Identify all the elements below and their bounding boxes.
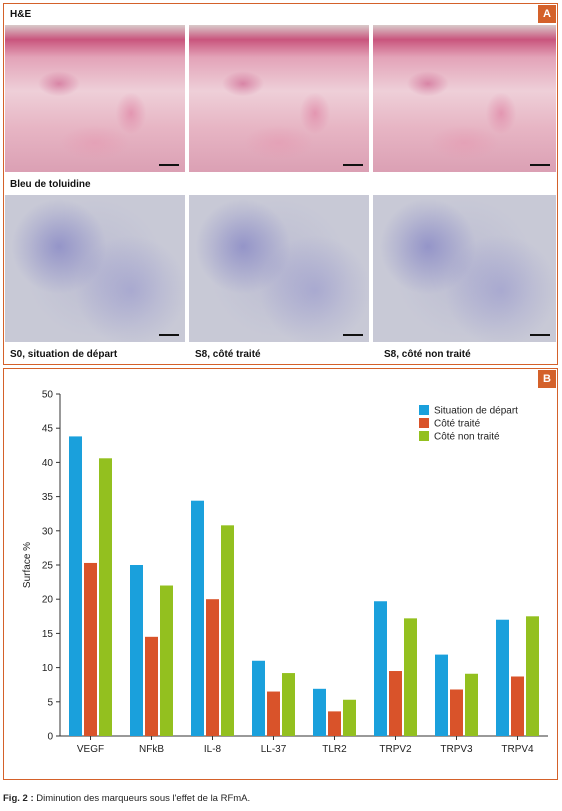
- caption-prefix: Fig. 2 :: [3, 793, 34, 804]
- panel-a-badge: A: [538, 5, 556, 23]
- bar: [374, 601, 387, 736]
- col-label-s0: S0, situation de départ: [10, 349, 118, 360]
- bar: [130, 565, 143, 736]
- bar: [435, 654, 448, 736]
- y-axis-label: Surface %: [22, 542, 33, 588]
- legend-swatch: [419, 405, 429, 415]
- legend-label: Côté traité: [434, 419, 481, 430]
- bar: [69, 436, 82, 736]
- bar: [145, 636, 158, 736]
- toluidine-image-s8-treated: [189, 195, 369, 342]
- x-tick-label: TRPV3: [440, 744, 473, 755]
- panel-a: A: [3, 3, 558, 365]
- x-tick-label: VEGF: [77, 744, 104, 755]
- x-tick-label: TLR2: [322, 744, 347, 755]
- caption-text: Diminution des marqueurs sous l'effet de…: [33, 793, 251, 804]
- x-tick-label: IL-8: [204, 744, 222, 755]
- scale-bar: [343, 164, 363, 166]
- bar: [282, 673, 295, 736]
- scale-bar: [530, 334, 550, 336]
- y-tick-label: 10: [42, 663, 54, 674]
- he-image-s0: [5, 25, 185, 172]
- bar: [450, 689, 463, 736]
- y-tick-label: 0: [47, 732, 53, 743]
- y-tick-label: 50: [42, 390, 54, 401]
- toluidine-image-s0: [5, 195, 185, 342]
- legend-swatch: [419, 431, 429, 441]
- bar: [99, 458, 112, 736]
- col-label-s8-treated: S8, côté traité: [195, 349, 261, 360]
- figure-caption: Fig. 2 : Diminution des marqueurs sous l…: [3, 793, 250, 804]
- x-tick-label: TRPV4: [501, 744, 534, 755]
- legend-label: Situation de départ: [434, 406, 518, 417]
- bar: [313, 688, 326, 736]
- bar: [511, 676, 524, 736]
- bar: [191, 500, 204, 736]
- panel-b-badge: B: [538, 370, 556, 388]
- scale-bar: [530, 164, 550, 166]
- y-tick-label: 35: [42, 492, 54, 503]
- bar: [343, 699, 356, 736]
- y-tick-label: 45: [42, 424, 54, 435]
- legend-swatch: [419, 418, 429, 428]
- he-row-label: H&E: [10, 9, 32, 20]
- bar: [252, 660, 265, 736]
- toluidine-row-label: Bleu de toluidine: [10, 179, 91, 190]
- col-label-s8-untreated: S8, côté non traité: [384, 349, 471, 360]
- y-tick-label: 40: [42, 458, 54, 469]
- bar: [221, 525, 234, 736]
- bar: [496, 619, 509, 736]
- bar: [328, 711, 341, 736]
- y-tick-label: 5: [47, 697, 53, 708]
- scale-bar: [343, 334, 363, 336]
- scale-bar: [159, 164, 179, 166]
- bar: [404, 618, 417, 736]
- bar: [465, 673, 478, 736]
- x-tick-label: NFkB: [139, 744, 164, 755]
- x-tick-label: LL-37: [261, 744, 287, 755]
- toluidine-image-s8-untreated: [373, 195, 556, 342]
- he-image-s8-untreated: [373, 25, 556, 172]
- scale-bar: [159, 334, 179, 336]
- bar: [389, 671, 402, 736]
- legend-label: Côté non traité: [434, 432, 500, 443]
- bar: [267, 691, 280, 736]
- bar: [206, 599, 219, 736]
- y-tick-label: 20: [42, 595, 54, 606]
- bar: [84, 562, 97, 736]
- bar: [526, 616, 539, 736]
- he-image-s8-treated: [189, 25, 369, 172]
- panel-b: B: [3, 368, 558, 780]
- y-tick-label: 30: [42, 526, 54, 537]
- y-tick-label: 15: [42, 629, 54, 640]
- chart-bars: [69, 436, 539, 736]
- bar: [160, 585, 173, 736]
- x-tick-label: TRPV2: [379, 744, 412, 755]
- y-tick-label: 25: [42, 561, 54, 572]
- chart-axes: 0 5 10 15 20 25 30 35 40 45 50 Surface % VEGF NFkB IL-…: [22, 390, 548, 755]
- chart-legend: Situation de départ Côté traité Côté non t…: [419, 405, 518, 443]
